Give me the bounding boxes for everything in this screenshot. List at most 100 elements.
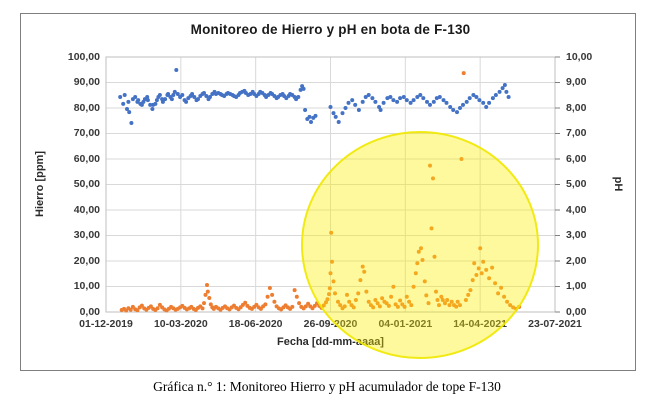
ph-data-point bbox=[175, 92, 180, 96]
y-right-tick-label: 7,00 bbox=[566, 127, 587, 139]
ph-data-point bbox=[346, 100, 351, 105]
hierro-data-point bbox=[202, 301, 206, 306]
hierro-data-point bbox=[243, 300, 248, 305]
hierro-data-point bbox=[499, 285, 504, 290]
ph-data-point bbox=[202, 91, 206, 95]
y-axis-right-title: pH bbox=[612, 176, 624, 192]
figure-caption: Gráfica n.° 1: Monitoreo Hierro y pH acu… bbox=[153, 379, 501, 394]
ph-data-point bbox=[174, 68, 179, 72]
hierro-data-point bbox=[459, 157, 464, 161]
hierro-data-point bbox=[478, 246, 483, 251]
ph-data-point bbox=[129, 121, 134, 125]
hierro-data-point bbox=[328, 271, 333, 276]
ph-data-point bbox=[388, 95, 393, 99]
hierro-data-point bbox=[267, 286, 272, 290]
y-right-tick-label: 10,00 bbox=[566, 50, 593, 63]
hierro-data-point bbox=[484, 267, 489, 272]
hierro-data-point bbox=[434, 289, 438, 294]
ph-data-point bbox=[166, 92, 171, 96]
hierro-data-point bbox=[461, 71, 466, 76]
y-left-tick-label: 100,00 bbox=[67, 50, 100, 63]
ph-data-point bbox=[373, 99, 378, 104]
hierro-data-point bbox=[330, 259, 334, 264]
hierro-data-point bbox=[402, 304, 407, 309]
ph-data-point bbox=[148, 102, 153, 107]
ph-data-point bbox=[437, 95, 442, 99]
hierro-data-point bbox=[366, 299, 371, 304]
hierro-data-point bbox=[139, 303, 144, 308]
hierro-data-point bbox=[474, 273, 479, 277]
hierro-data-point bbox=[356, 291, 361, 296]
y-right-tick-label: 1,00 bbox=[566, 280, 587, 292]
hierro-data-point bbox=[432, 254, 437, 259]
x-tick-label: 04-01-2021 bbox=[378, 318, 433, 330]
ph-data-point bbox=[309, 120, 313, 124]
y-right-tick-label: 4,00 bbox=[566, 203, 587, 216]
ph-data-point bbox=[408, 100, 413, 105]
hierro-data-point bbox=[481, 259, 486, 264]
ph-data-point bbox=[381, 100, 386, 105]
hierro-data-point bbox=[205, 289, 210, 294]
ph-data-point bbox=[385, 96, 390, 101]
ph-data-point bbox=[328, 105, 333, 109]
hierro-data-point bbox=[413, 271, 418, 276]
y-left-tick-label: 80,00 bbox=[73, 101, 100, 114]
y-right-tick-label: 5,00 bbox=[566, 178, 587, 190]
x-tick-label: 01-12-2019 bbox=[79, 318, 133, 330]
hierro-data-point bbox=[490, 265, 495, 270]
ph-data-point bbox=[340, 111, 345, 116]
hierro-data-point bbox=[207, 296, 212, 300]
ph-data-point bbox=[431, 99, 436, 104]
hierro-data-point bbox=[345, 292, 349, 297]
ph-data-point bbox=[474, 95, 479, 99]
hierro-data-point bbox=[155, 306, 160, 311]
hierro-data-point bbox=[505, 299, 510, 304]
hierro-data-point bbox=[428, 163, 432, 168]
hierro-data-point bbox=[440, 298, 445, 302]
y-left-tick-label: 10,00 bbox=[73, 280, 100, 292]
hierro-data-point bbox=[398, 298, 403, 303]
y-left-tick-label: 70,00 bbox=[73, 127, 100, 139]
hierro-data-point bbox=[203, 292, 208, 297]
hierro-data-point bbox=[294, 294, 299, 299]
ph-data-point bbox=[493, 93, 498, 97]
ph-data-point bbox=[415, 95, 420, 99]
hierro-data-point bbox=[135, 308, 140, 313]
ph-data-point bbox=[398, 96, 403, 101]
hierro-data-point bbox=[463, 298, 468, 302]
hierro-data-point bbox=[407, 299, 412, 304]
ph-data-point bbox=[484, 105, 489, 109]
hierro-data-point bbox=[272, 299, 277, 304]
hierro-data-point bbox=[360, 264, 365, 269]
ph-data-point bbox=[451, 108, 456, 112]
ph-data-point bbox=[118, 95, 123, 99]
ph-data-point bbox=[471, 93, 476, 97]
hierro-data-point bbox=[416, 249, 421, 254]
hierro-data-point bbox=[327, 292, 331, 297]
ph-data-point bbox=[356, 108, 361, 112]
y-right-tick-label: 8,00 bbox=[566, 101, 587, 114]
ph-data-point bbox=[421, 96, 426, 101]
y-right-tick-label: 2,00 bbox=[566, 254, 587, 267]
hierro-data-point bbox=[429, 226, 434, 231]
y-right-tick-label: 6,00 bbox=[566, 152, 587, 165]
ph-data-point bbox=[150, 107, 155, 111]
hierro-data-point bbox=[325, 297, 330, 302]
y-left-tick-label: 50,00 bbox=[73, 178, 100, 190]
hierro-data-point bbox=[331, 279, 336, 284]
hierro-data-point bbox=[353, 298, 358, 302]
ph-data-point bbox=[192, 95, 197, 99]
y-left-tick-label: 40,00 bbox=[73, 203, 100, 216]
hierro-data-point bbox=[487, 276, 492, 281]
ph-data-point bbox=[303, 108, 308, 112]
ph-data-point bbox=[204, 94, 209, 98]
hierro-data-point bbox=[479, 271, 484, 276]
ph-data-point bbox=[506, 95, 511, 99]
hierro-data-point bbox=[424, 293, 429, 298]
hierro-data-point bbox=[377, 304, 382, 309]
hierro-data-point bbox=[342, 304, 347, 309]
hierro-data-point bbox=[411, 284, 416, 289]
ph-data-point bbox=[377, 105, 382, 109]
ph-data-point bbox=[125, 107, 129, 111]
